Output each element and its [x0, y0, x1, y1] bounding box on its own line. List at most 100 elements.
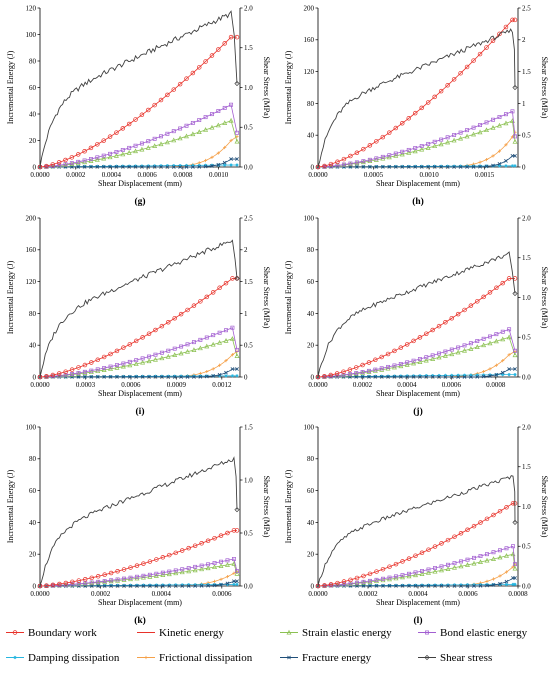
boundary-point: [147, 559, 153, 564]
boundary-point: [438, 88, 444, 94]
boundary-point: [328, 161, 334, 167]
bond-point: [165, 131, 170, 136]
boundary-line: [317, 278, 515, 378]
x-tick-label: 0.0000: [308, 171, 328, 179]
frictional-point: [498, 574, 502, 578]
damping-point: [147, 374, 151, 378]
bond-point: [89, 368, 94, 373]
fracture-point: [108, 375, 113, 379]
strain-point: [419, 146, 425, 152]
fracture-point: [439, 165, 444, 169]
boundary-point: [411, 338, 416, 344]
strain-line: [317, 336, 516, 378]
bond-point: [355, 580, 359, 585]
strain-point: [380, 577, 386, 583]
fracture-point: [513, 153, 517, 158]
shear-stress-point: [234, 80, 240, 87]
shear-stress-line: [317, 251, 516, 378]
bond-point: [235, 347, 239, 352]
strain-point: [140, 359, 146, 365]
bond-point: [452, 133, 457, 137]
y2-tick-label: 1.5: [244, 44, 253, 52]
damping-point: [424, 374, 428, 378]
boundary-point: [392, 348, 397, 354]
y2-tick-label: 1: [244, 310, 248, 318]
bond-point: [420, 569, 424, 573]
fracture-point: [360, 375, 365, 379]
boundary-point: [419, 550, 425, 556]
strain-point: [210, 341, 216, 347]
fracture-point: [108, 165, 112, 169]
boundary-point: [146, 107, 151, 113]
boundary-point: [504, 505, 509, 510]
strain-point: [462, 347, 467, 353]
bond-point: [374, 156, 379, 161]
legend-item: Strain elastic energy: [280, 627, 392, 639]
damping-point: [433, 164, 437, 168]
damping-point: [465, 164, 469, 168]
fracture-point: [504, 159, 508, 163]
boundary-point: [367, 571, 373, 577]
y2-axis-label: Shear Stress (MPa): [540, 267, 549, 329]
fracture-point: [439, 584, 444, 588]
boundary-point: [335, 159, 340, 165]
damping-point: [197, 163, 201, 167]
boundary-point: [315, 164, 321, 170]
bond-point: [82, 158, 87, 163]
frictional-line: [40, 351, 238, 378]
chart-panel-1: 0 40 80 120 160 200 0 0.5 1 1.5 2 2.5 0.0000 0.0005 0.…: [284, 4, 549, 207]
strain-point: [76, 371, 81, 376]
strain-point: [133, 361, 139, 366]
damping-point: [108, 164, 112, 168]
fracture-point: [465, 584, 470, 588]
bond-point: [204, 335, 209, 340]
bond-point: [348, 161, 353, 166]
boundary-point: [114, 348, 120, 354]
y2-axis-label: Shear Stress (MPa): [262, 476, 271, 538]
boundary-point: [360, 362, 365, 368]
legend-swatch-marker: [144, 655, 148, 660]
y-tick-label: 0: [311, 163, 315, 171]
boundary-point: [506, 276, 512, 281]
boundary-point: [88, 145, 94, 151]
damping-point: [198, 374, 202, 378]
boundary-point: [443, 319, 448, 325]
damping-point: [399, 374, 403, 378]
boundary-point: [361, 146, 366, 152]
bond-point: [206, 562, 211, 567]
bond-point: [468, 341, 473, 346]
strain-point: [234, 138, 240, 144]
strain-point: [152, 143, 158, 148]
y-tick-label: 40: [29, 110, 37, 118]
frictional-point: [504, 570, 509, 574]
strain-point: [224, 562, 230, 567]
fracture-point: [212, 583, 217, 588]
fracture-point: [134, 375, 139, 379]
strain-point: [234, 353, 240, 358]
bond-point: [140, 356, 145, 361]
boundary-point: [322, 163, 327, 169]
bond-point: [191, 340, 196, 345]
boundary-point: [56, 371, 62, 376]
fracture-point: [178, 165, 183, 169]
damping-point: [452, 583, 457, 587]
frictional-point: [504, 143, 508, 147]
damping-point: [205, 374, 209, 378]
bond-point: [69, 161, 74, 166]
boundary-point: [114, 130, 119, 135]
damping-point: [184, 163, 189, 168]
boundary-point: [82, 362, 88, 368]
y-tick-label: 0: [311, 373, 315, 381]
boundary-point: [139, 112, 145, 118]
strain-point: [120, 151, 126, 157]
y-tick-label: 200: [26, 214, 37, 222]
damping-point: [203, 163, 208, 167]
boundary-point: [108, 351, 113, 357]
fracture-point: [472, 584, 476, 588]
boundary-point: [497, 31, 502, 37]
bond-point: [160, 570, 165, 575]
boundary-point: [455, 311, 461, 317]
strain-point: [372, 368, 378, 373]
y-tick-label: 100: [304, 423, 315, 431]
damping-point: [160, 374, 164, 378]
